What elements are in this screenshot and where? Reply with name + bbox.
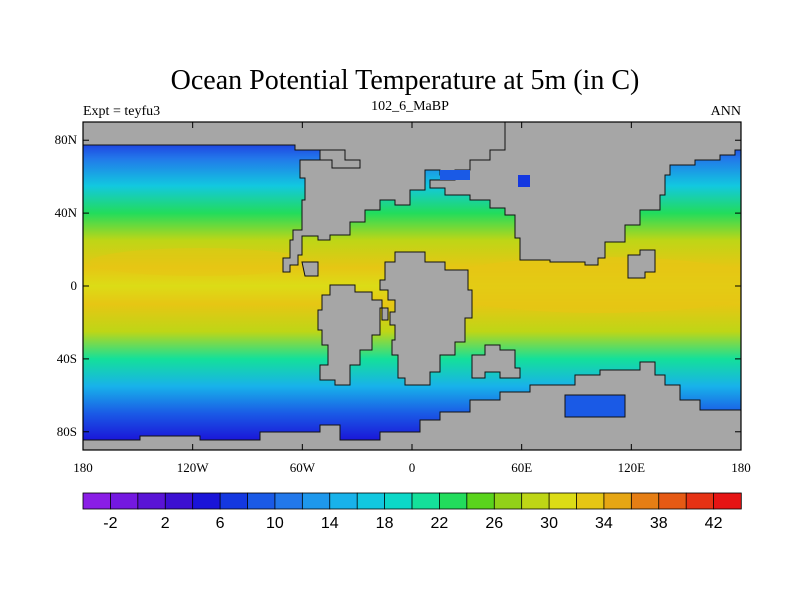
greenland-arctic [319, 149, 361, 169]
colorbar-swatch [301, 492, 331, 510]
colorbar [82, 492, 742, 510]
south-america [317, 284, 389, 386]
x-tick-label: 120W [177, 460, 210, 475]
y-axis: 80N 40N 0 40S 80S [55, 132, 741, 439]
australia-region [471, 344, 521, 379]
colorbar-swatch [137, 492, 166, 510]
y-tick-label: 0 [71, 278, 78, 293]
y-tick-label: 80N [55, 132, 78, 147]
x-tick-label: 180 [73, 460, 93, 475]
eurasia [429, 122, 741, 266]
y-tick-label: 80S [57, 424, 77, 439]
colorbar-swatch [82, 492, 112, 510]
land-layer [83, 122, 741, 450]
season-label: ANN [711, 104, 741, 119]
colorbar-tick-label: 2 [161, 515, 170, 532]
colorbar-swatch [329, 492, 358, 510]
colorbar-tick-label: 38 [650, 515, 668, 532]
colorbar-swatch [521, 492, 550, 510]
colorbar-swatch [384, 492, 413, 510]
x-axis: 180 120W 60W 0 60E 120E 180 [73, 122, 751, 475]
x-tick-label: 60W [290, 460, 316, 475]
colorbar-swatch [439, 492, 468, 510]
colorbar-tick-label: 14 [321, 515, 339, 532]
colorbar-swatch [630, 492, 660, 510]
colorbar-tick-label: -2 [103, 515, 117, 532]
colorbar-tick-label: 22 [431, 515, 449, 532]
colorbar-tick-label: 26 [485, 515, 503, 532]
y-tick-label: 40N [55, 205, 78, 220]
inland-sea-2 [518, 175, 530, 187]
colorbar-swatch [548, 492, 578, 510]
inland-seas [440, 170, 626, 418]
warm-pool-west [90, 248, 310, 276]
colorbar-tick-label: 42 [705, 515, 723, 532]
colorbar-tick-label: 10 [266, 515, 284, 532]
x-tick-label: 0 [409, 460, 416, 475]
colorbar-swatch [466, 492, 495, 510]
colorbar-swatch [493, 492, 523, 510]
map-layer [83, 122, 741, 450]
colorbar-tick-label: 6 [216, 515, 225, 532]
central-america [301, 261, 319, 277]
colorbar-swatch [658, 492, 687, 510]
colorbar-tick-label: 18 [376, 515, 394, 532]
colorbar-swatch [356, 492, 386, 510]
colorbar-swatch [247, 492, 276, 510]
colorbar-swatch [274, 492, 304, 510]
colorbar-swatch [164, 492, 194, 510]
inland-sea-1 [440, 170, 470, 180]
inland-sea-3 [564, 394, 626, 418]
warm-pool [430, 257, 741, 313]
colorbar-swatch [603, 492, 633, 510]
colorbar-swatch [685, 492, 715, 510]
colorbar-swatch [713, 492, 742, 510]
colorbar-labels: -2 2 6 10 14 18 22 26 30 34 38 42 [103, 515, 722, 532]
x-tick-label: 180 [731, 460, 751, 475]
colorbar-tick-label: 30 [540, 515, 558, 532]
x-tick-label: 120E [618, 460, 646, 475]
run-label: 102_6_MaBP [371, 99, 449, 114]
colorbar-tick-label: 34 [595, 515, 613, 532]
colorbar-swatch [192, 492, 221, 510]
africa [379, 251, 473, 386]
x-tick-label: 60E [511, 460, 532, 475]
experiment-label: Expt = teyfu3 [83, 104, 160, 119]
colorbar-swatch [219, 492, 249, 510]
southeast-asia-island [627, 249, 656, 279]
colorbar-swatch [411, 492, 441, 510]
antarctica [83, 361, 741, 450]
chart-title: Ocean Potential Temperature at 5m (in C) [171, 65, 640, 96]
colorbar-swatch [576, 492, 605, 510]
y-tick-label: 40S [57, 351, 77, 366]
colorbar-swatch [110, 492, 139, 510]
